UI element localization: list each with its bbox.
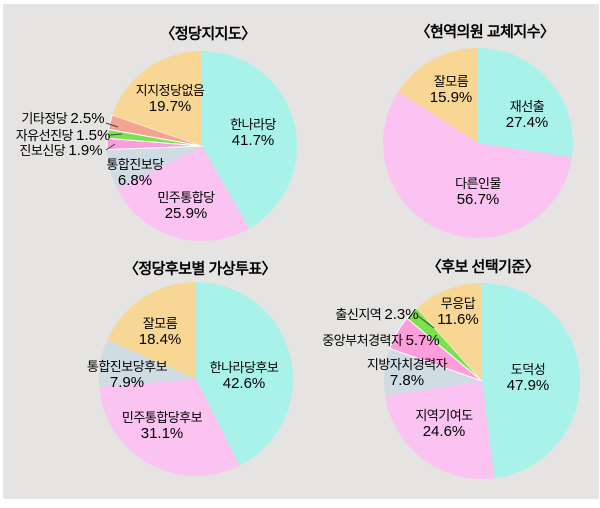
pie-slice [482,283,581,479]
pie-slice [202,51,297,229]
pie-chart [98,282,293,476]
pie-slice [382,91,572,238]
pie-slice [398,48,478,143]
pie-slice [107,114,203,147]
chart-title: 〈후보 선택기준〉 [426,258,540,276]
pie-slice [112,51,202,146]
leader-line [109,133,123,136]
chart-title: 〈정당지지도〉 [160,25,256,43]
chart-title: 〈정당후보별 가상투표〉 [123,260,277,278]
pie-chart [382,48,573,238]
slice-label: 민주통합당 25.9% [157,190,215,222]
chart-candidate-selection-criteria: 〈후보 선택기준〉 도덕성 47.9% 지역기여도 24.6% 지방자치경력자 7.8% 중… [300,254,600,508]
pie-chart [105,51,297,241]
pie-slice [107,282,196,379]
slice-label: 무응답 11.6% [437,296,479,328]
slice-label: 민주통합당후보 31.1% [121,410,203,442]
chart-party-support: 〈정당지지도〉 한나라당 41.7% 민주통합당 25.9% 통합진보당 6.8% 진보신당… [0,0,300,254]
pie-slice [99,379,240,476]
chart-incumbent-replacement-index: 〈현역의원 교체지수〉 재선출 27.4% 다른인물 56.7% 잘모름 15.9% [300,0,600,254]
leader-line [105,143,116,151]
chart-title: 〈현역의원 교체지수〉 [415,23,555,41]
pie-slice [196,282,293,466]
slice-label: 자유선진당 1.5% [15,127,111,144]
pie-slice [384,348,482,396]
pie-slice [416,283,482,381]
slice-label: 재선출 27.4% [505,99,549,131]
slice-label: 한나라당후보 42.6% [209,360,279,392]
slice-label: 통합진보당후보 7.9% [86,359,168,391]
slice-label: 통합진보당 6.8% [106,157,164,189]
leader-line [105,122,119,128]
pie-slice [406,307,483,382]
pie-slice [98,339,196,387]
slice-label: 출신지역 2.3% [335,306,419,323]
slice-label: 지역기여도 24.6% [415,408,473,440]
slice-label: 한나라당 41.7% [230,117,276,149]
chart-hypothetical-vote-by-party-candidate: 〈정당후보별 가상투표〉 한나라당후보 42.6% 민주통합당후보 31.1% 통합진보… [0,254,300,508]
slice-label: 잘모름 15.9% [429,74,473,106]
slice-label: 도덕성 47.9% [506,362,550,394]
pie-slice [107,146,202,189]
slice-label: 지지정당없음 19.7% [135,83,205,115]
leader-line [417,315,435,329]
pie-slice [117,146,250,241]
slice-label: 다른인물 56.7% [455,176,501,208]
pie-slice [385,381,495,480]
slice-label: 진보신당 1.9% [19,142,103,159]
pie-slice [478,48,573,158]
slice-label: 지방자치경력자 7.8% [366,357,448,389]
slice-label: 잘모름 18.4% [138,316,182,348]
slice-label: 기타정당 2.5% [21,110,105,127]
pie-chart [384,283,581,480]
slice-label: 중앙부처경력자 5.7% [322,332,440,349]
